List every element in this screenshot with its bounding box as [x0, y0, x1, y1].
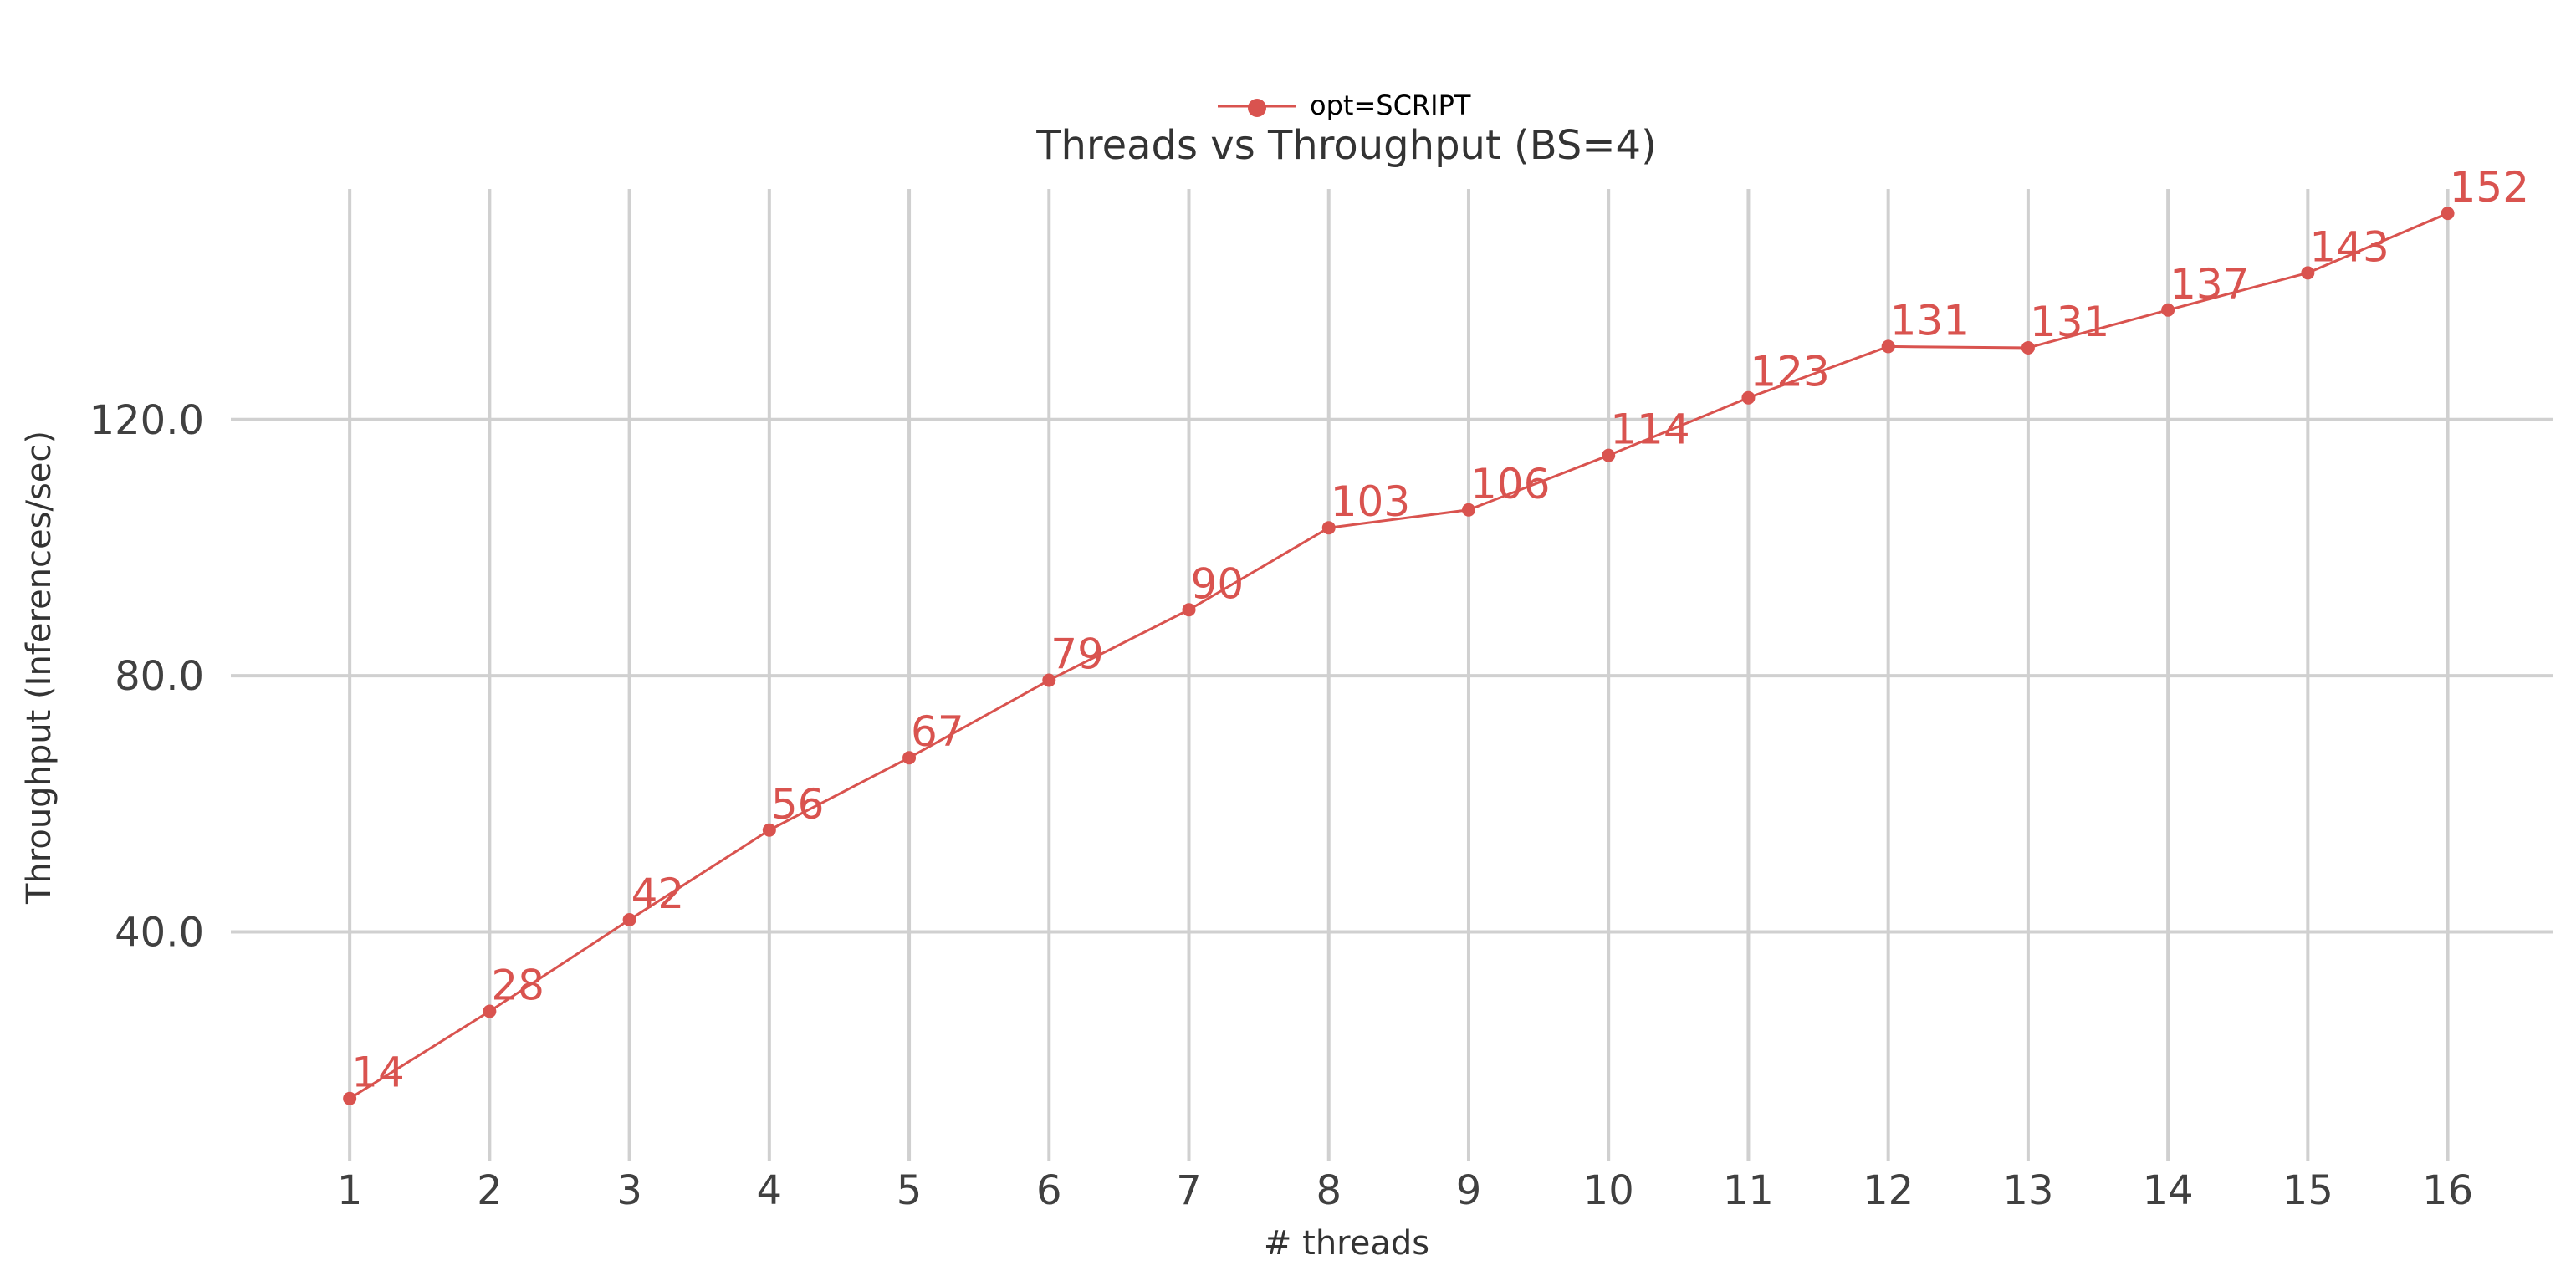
- x-tick-label: 10: [1583, 1167, 1634, 1214]
- x-tick-label: 13: [2002, 1167, 2053, 1214]
- data-point: [1042, 673, 1056, 687]
- data-point: [343, 1091, 357, 1105]
- legend-point-marker: [1248, 99, 1266, 117]
- grid: [231, 189, 2553, 1161]
- x-tick-label: 8: [1316, 1167, 1342, 1214]
- data-label: 90: [1191, 559, 1245, 608]
- data-point: [2021, 340, 2035, 355]
- x-tick-label: 6: [1036, 1167, 1062, 1214]
- data-label: 114: [1610, 406, 1689, 454]
- data-point: [762, 823, 776, 837]
- x-axis-ticks: 1 2 3 4 5 6 7 8 9 10 11 12 13 14 15 16: [337, 1167, 2473, 1214]
- data-point: [2301, 266, 2315, 280]
- y-axis-ticks: 40.0 80.0 120.0: [89, 397, 204, 957]
- data-point: [2441, 207, 2455, 221]
- data-label: 28: [491, 962, 544, 1010]
- x-tick-label: 9: [1456, 1167, 1482, 1214]
- data-point: [1182, 603, 1196, 617]
- data-label: 103: [1331, 477, 1410, 526]
- legend-label: opt=SCRIPT: [1310, 89, 1471, 121]
- data-point: [622, 912, 636, 926]
- x-tick-label: 11: [1723, 1167, 1774, 1214]
- x-axis-title: # threads: [1264, 1224, 1429, 1263]
- x-tick-label: 14: [2143, 1167, 2194, 1214]
- x-tick-label: 2: [477, 1167, 503, 1214]
- x-tick-label: 7: [1176, 1167, 1202, 1214]
- y-axis-title: Throughput (Inferences/sec): [20, 431, 59, 905]
- x-tick-label: 3: [616, 1167, 642, 1214]
- x-tick-label: 1: [337, 1167, 363, 1214]
- chart-title: Threads vs Throughput (BS=4): [1035, 122, 1657, 169]
- data-label: 137: [2170, 260, 2249, 309]
- data-point: [1461, 503, 1475, 517]
- data-label: 131: [2030, 298, 2109, 346]
- data-point: [2161, 303, 2175, 317]
- legend: opt=SCRIPT: [1218, 89, 1471, 121]
- data-point: [483, 1004, 497, 1018]
- data-label: 143: [2309, 222, 2389, 271]
- series-opt-script: 14 28 42 56 67 79 90 103 106 114 123 131 131 137 143 15…: [343, 163, 2529, 1105]
- y-tick-label: 80.0: [115, 653, 204, 700]
- data-point: [902, 751, 917, 765]
- data-point: [1881, 339, 1895, 354]
- data-label: 14: [351, 1049, 405, 1097]
- data-label: 152: [2450, 163, 2529, 212]
- y-tick-label: 40.0: [115, 910, 204, 957]
- x-tick-label: 12: [1863, 1167, 1914, 1214]
- data-label: 42: [631, 870, 685, 918]
- data-label: 79: [1050, 630, 1104, 679]
- data-point: [1321, 521, 1336, 535]
- data-label: 67: [911, 707, 964, 756]
- x-tick-label: 4: [757, 1167, 783, 1214]
- data-label: 106: [1470, 460, 1550, 508]
- x-tick-label: 5: [897, 1167, 923, 1214]
- data-point: [1741, 390, 1756, 405]
- x-tick-label: 15: [2282, 1167, 2333, 1214]
- data-label: 131: [1890, 296, 1970, 344]
- data-point: [1602, 448, 1616, 462]
- x-tick-label: 16: [2422, 1167, 2473, 1214]
- data-label: 56: [771, 780, 825, 829]
- series-line: [349, 212, 2449, 1100]
- data-label: 123: [1750, 348, 1829, 396]
- y-tick-label: 120.0: [89, 397, 204, 444]
